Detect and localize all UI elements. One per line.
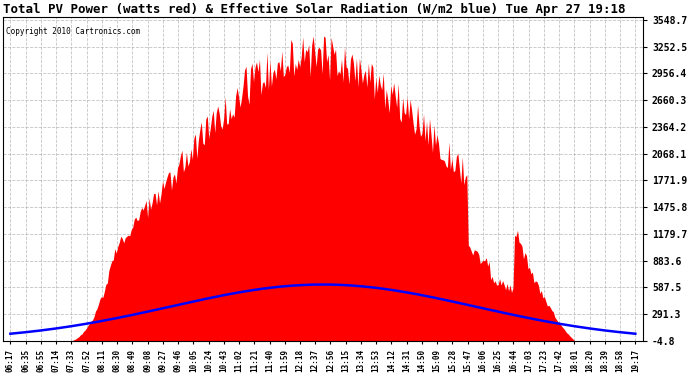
Text: Total PV Power (watts red) & Effective Solar Radiation (W/m2 blue) Tue Apr 27 19: Total PV Power (watts red) & Effective S… [3, 3, 625, 16]
Text: Copyright 2010 Cartronics.com: Copyright 2010 Cartronics.com [6, 27, 140, 36]
